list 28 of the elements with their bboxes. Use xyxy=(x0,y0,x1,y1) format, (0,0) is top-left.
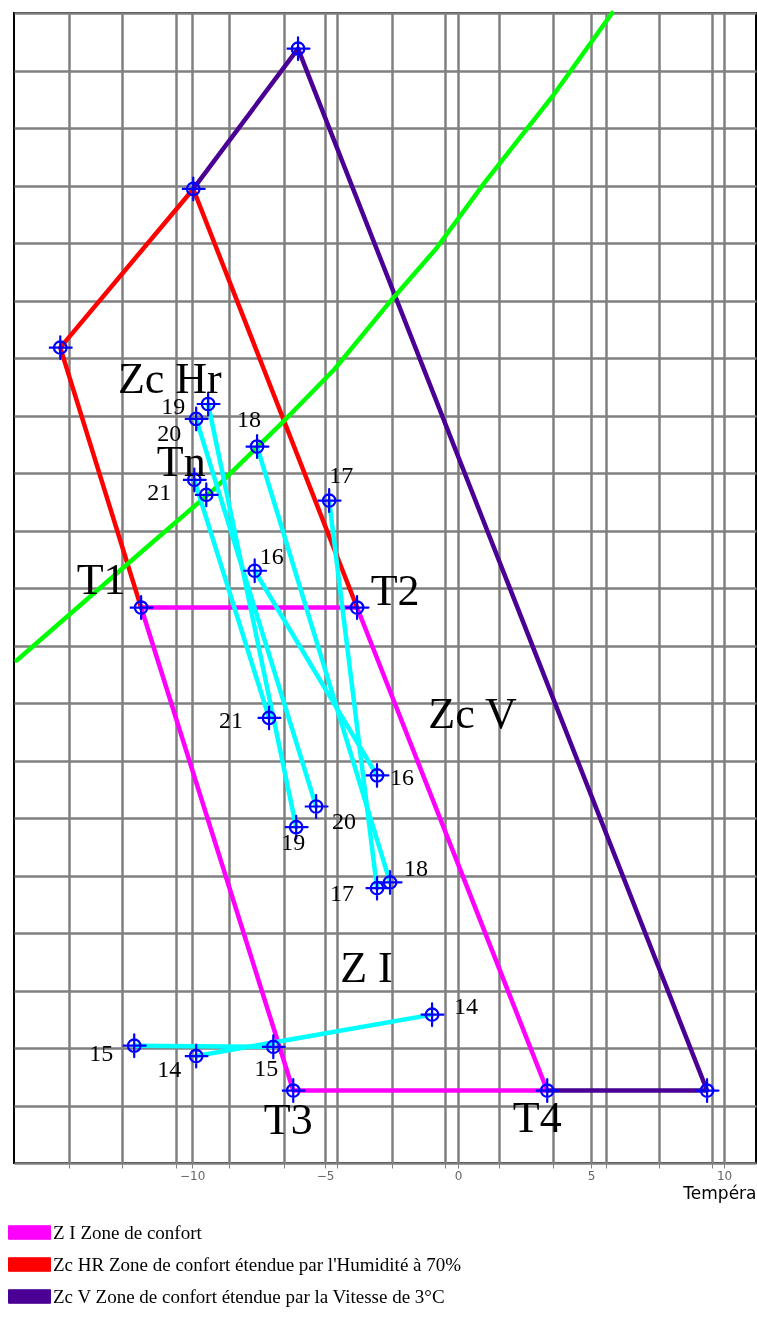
annotation: 19 xyxy=(281,829,306,856)
annotation: T4 xyxy=(512,1092,562,1142)
annotation: 15 xyxy=(89,1039,114,1066)
annotation: 21 xyxy=(147,478,172,505)
annotation: Zc V xyxy=(428,688,517,738)
x-tick-label: −10 xyxy=(180,1168,206,1183)
annotation: T2 xyxy=(370,565,420,615)
x-tick-label: 10 xyxy=(716,1168,733,1183)
legend-label: Zc V Zone de confort étendue par la Vitesse de 3°C xyxy=(53,1285,445,1307)
annotation: 16 xyxy=(259,542,284,569)
annotation: 17 xyxy=(330,880,355,907)
annotation: Z I xyxy=(340,942,393,992)
annotation: 14 xyxy=(157,1056,182,1083)
annotation: 17 xyxy=(329,461,354,488)
annotation: 18 xyxy=(404,855,429,882)
x-tick-label: 0 xyxy=(454,1168,463,1183)
annotation: 21 xyxy=(219,706,244,733)
annotation: T3 xyxy=(263,1094,313,1144)
legend-label: Zc HR Zone de confort étendue par l'Humidité à 70% xyxy=(53,1253,462,1275)
annotation: 15 xyxy=(254,1054,279,1081)
x-axis-title: Tempéra xyxy=(682,1182,757,1203)
annotation: 16 xyxy=(390,764,415,791)
x-tick-label: 5 xyxy=(587,1168,596,1183)
annotation: 18 xyxy=(237,405,262,432)
annotation: 14 xyxy=(454,992,479,1019)
legend-label: Z I Zone de confort xyxy=(53,1221,203,1243)
x-tick-label: −5 xyxy=(316,1168,335,1183)
annotation: 20 xyxy=(332,807,357,834)
